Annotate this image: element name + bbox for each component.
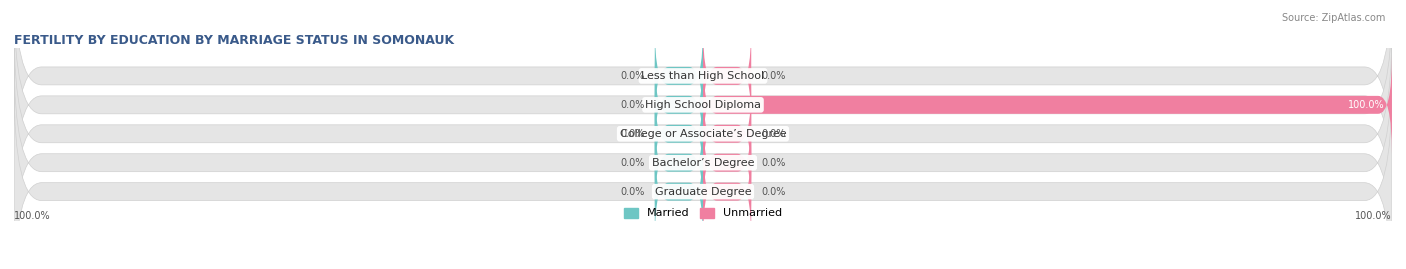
FancyBboxPatch shape bbox=[655, 114, 703, 212]
FancyBboxPatch shape bbox=[655, 56, 703, 154]
Text: 0.0%: 0.0% bbox=[620, 129, 644, 139]
Text: College or Associate’s Degree: College or Associate’s Degree bbox=[620, 129, 786, 139]
FancyBboxPatch shape bbox=[655, 27, 703, 125]
Text: 100.0%: 100.0% bbox=[14, 211, 51, 221]
Text: Bachelor’s Degree: Bachelor’s Degree bbox=[652, 158, 754, 168]
Text: 0.0%: 0.0% bbox=[762, 187, 786, 197]
FancyBboxPatch shape bbox=[703, 85, 751, 183]
FancyBboxPatch shape bbox=[655, 85, 703, 183]
FancyBboxPatch shape bbox=[703, 27, 751, 125]
FancyBboxPatch shape bbox=[14, 27, 1392, 240]
Legend: Married, Unmarried: Married, Unmarried bbox=[624, 208, 782, 218]
Text: High School Diploma: High School Diploma bbox=[645, 100, 761, 110]
FancyBboxPatch shape bbox=[14, 0, 1392, 212]
Text: 0.0%: 0.0% bbox=[762, 129, 786, 139]
FancyBboxPatch shape bbox=[14, 56, 1392, 269]
Text: FERTILITY BY EDUCATION BY MARRIAGE STATUS IN SOMONAUK: FERTILITY BY EDUCATION BY MARRIAGE STATU… bbox=[14, 34, 454, 47]
FancyBboxPatch shape bbox=[703, 114, 751, 212]
FancyBboxPatch shape bbox=[655, 143, 703, 240]
Text: 100.0%: 100.0% bbox=[1355, 211, 1392, 221]
Text: 0.0%: 0.0% bbox=[762, 71, 786, 81]
Text: Less than High School: Less than High School bbox=[641, 71, 765, 81]
FancyBboxPatch shape bbox=[703, 143, 751, 240]
Text: 0.0%: 0.0% bbox=[620, 100, 644, 110]
Text: 100.0%: 100.0% bbox=[1348, 100, 1385, 110]
FancyBboxPatch shape bbox=[14, 0, 1392, 183]
FancyBboxPatch shape bbox=[14, 85, 1392, 269]
Text: 0.0%: 0.0% bbox=[620, 71, 644, 81]
FancyBboxPatch shape bbox=[703, 56, 1392, 154]
Text: 0.0%: 0.0% bbox=[762, 158, 786, 168]
Text: Graduate Degree: Graduate Degree bbox=[655, 187, 751, 197]
Text: 0.0%: 0.0% bbox=[620, 187, 644, 197]
Text: Source: ZipAtlas.com: Source: ZipAtlas.com bbox=[1281, 13, 1385, 23]
Text: 0.0%: 0.0% bbox=[620, 158, 644, 168]
